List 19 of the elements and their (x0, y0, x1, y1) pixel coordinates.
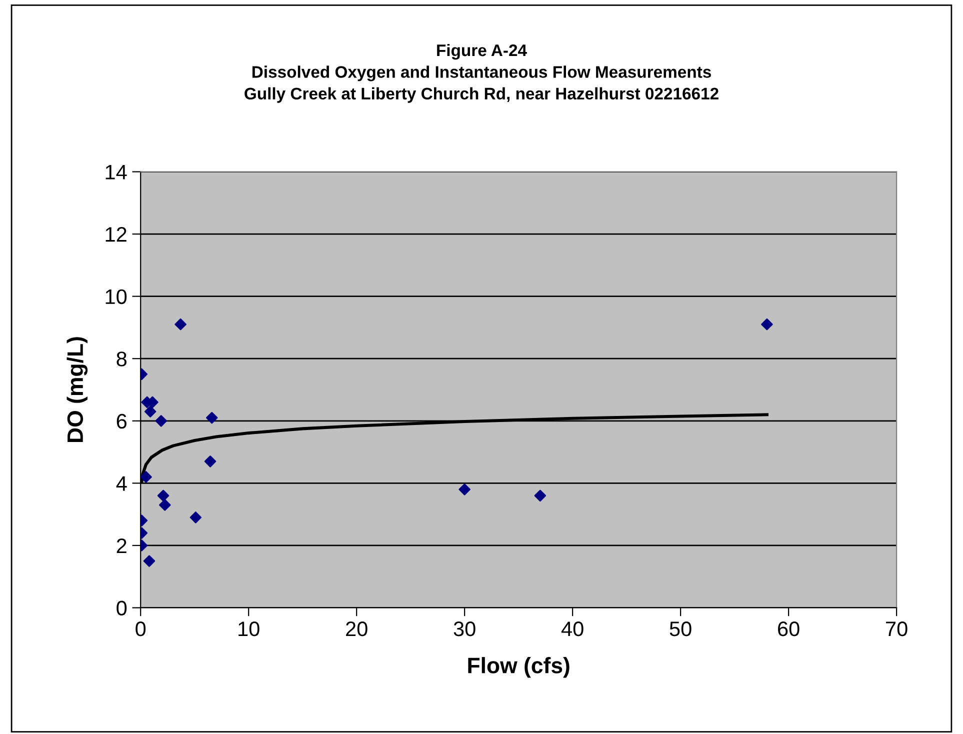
y-tick-label: 0 (116, 600, 127, 616)
y-tick-label: 10 (106, 289, 127, 304)
x-tick-label: 10 (238, 621, 260, 636)
x-tick-label: 40 (561, 621, 584, 636)
x-axis-title: Flow (cfs) (468, 657, 570, 678)
x-tick-label: 50 (670, 621, 692, 636)
y-tick-label: 6 (116, 414, 126, 429)
x-tick-label: 70 (886, 621, 908, 636)
y-tick-label: 2 (116, 538, 126, 554)
x-tick-label: 0 (136, 621, 146, 636)
x-tick-label: 30 (454, 621, 476, 636)
y-tick-label: 8 (116, 352, 126, 366)
y-axis-title: DO (mg/L) (66, 337, 88, 442)
y-tick-label: 14 (106, 164, 127, 180)
y-tick-label: 4 (116, 476, 127, 491)
x-tick-label: 20 (346, 621, 368, 636)
chart-title: Figure A-24 Dissolved Oxygen and Instantaneous Flow Measurements Gully Creek at Liberty Church Rd, near Hazelhurst 02216612 (244, 44, 718, 103)
y-tick-label: 12 (106, 227, 126, 242)
x-tick-label: 60 (778, 621, 800, 636)
